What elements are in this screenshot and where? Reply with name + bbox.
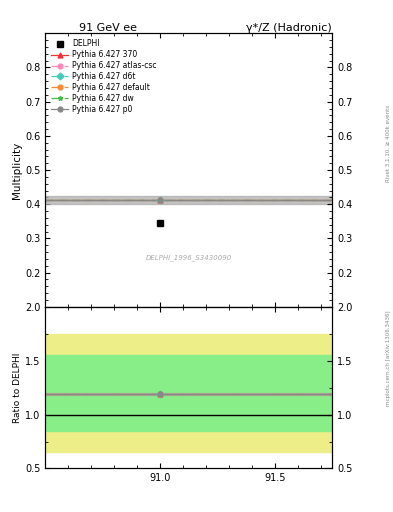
Y-axis label: Multiplicity: Multiplicity (12, 141, 22, 199)
Legend: DELPHI, Pythia 6.427 370, Pythia 6.427 atlas-csc, Pythia 6.427 d6t, Pythia 6.427: DELPHI, Pythia 6.427 370, Pythia 6.427 a… (49, 37, 159, 116)
Text: Rivet 3.1.10, ≥ 400k events: Rivet 3.1.10, ≥ 400k events (386, 105, 391, 182)
Text: 91 GeV ee: 91 GeV ee (79, 23, 137, 33)
Text: mcplots.cern.ch [arXiv:1306.3436]: mcplots.cern.ch [arXiv:1306.3436] (386, 311, 391, 406)
Text: DELPHI_1996_S3430090: DELPHI_1996_S3430090 (145, 254, 232, 261)
Text: γ*/Z (Hadronic): γ*/Z (Hadronic) (246, 23, 332, 33)
Y-axis label: Ratio to DELPHI: Ratio to DELPHI (13, 352, 22, 423)
